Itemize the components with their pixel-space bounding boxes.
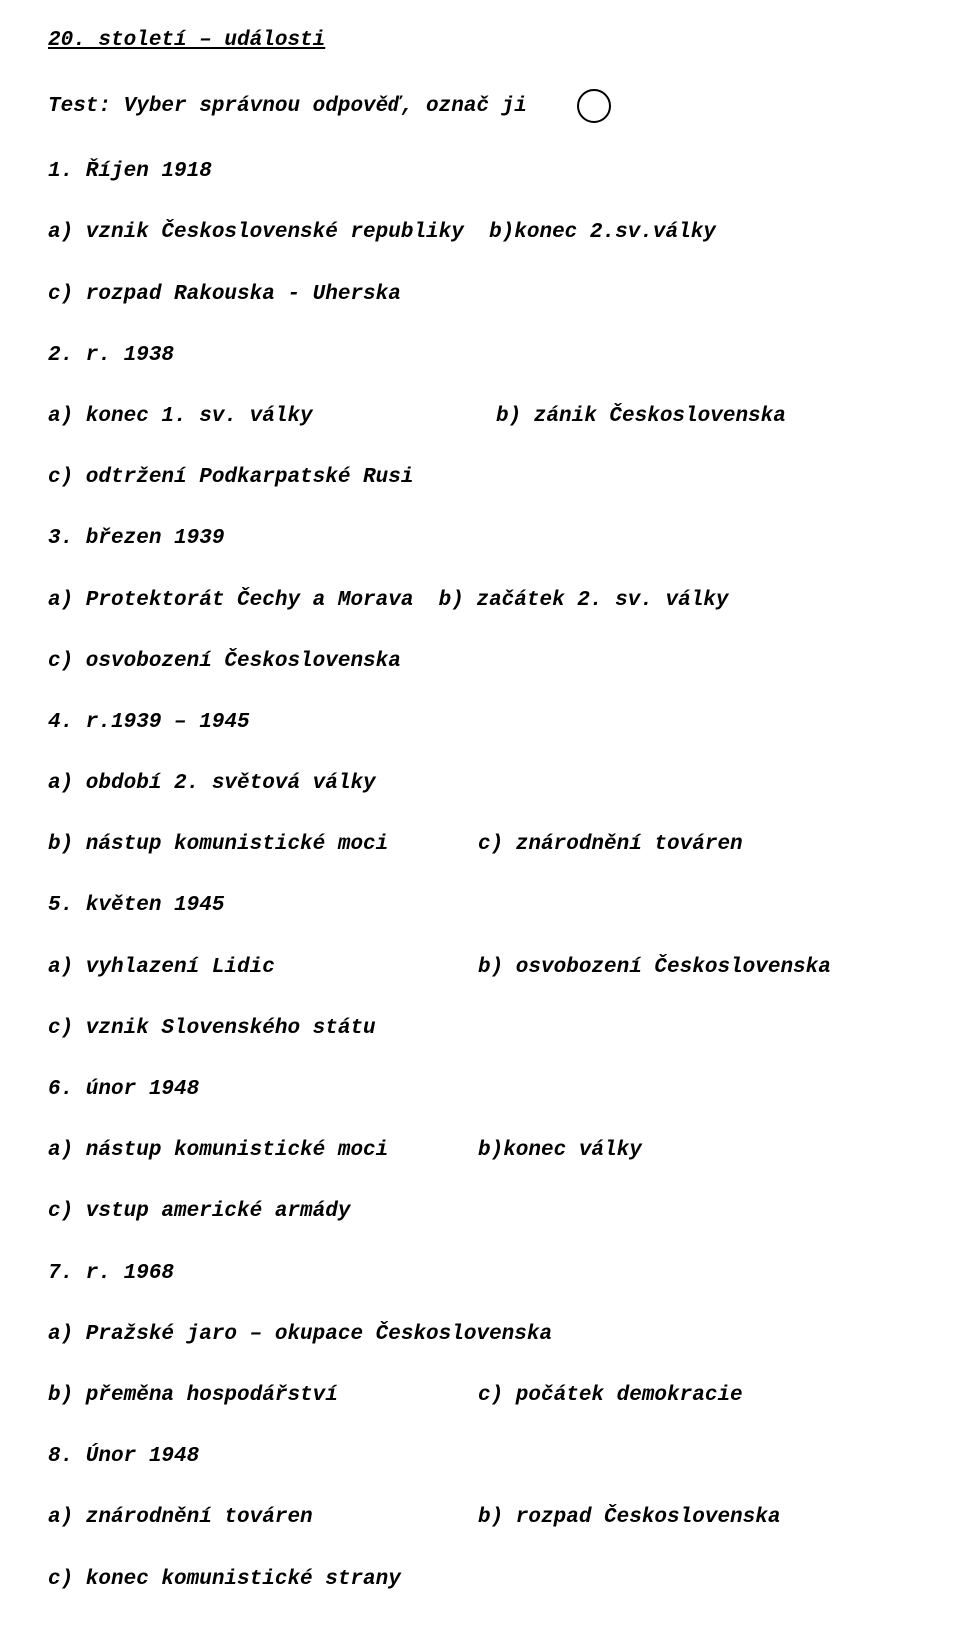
intro-row: Test: Vyber správnou odpověď, označ ji (48, 89, 912, 123)
q7-heading: 7. r. 1968 (48, 1261, 912, 1286)
q7-option-a: a) Pražské jaro – okupace Československa (48, 1322, 912, 1347)
q5-heading: 5. květen 1945 (48, 893, 912, 918)
answer-circle-icon (577, 89, 611, 123)
q2-heading: 2. r. 1938 (48, 343, 912, 368)
q2-option-c: c) odtržení Podkarpatské Rusi (48, 465, 912, 490)
q4-option-c: c) znárodnění továren (478, 832, 743, 857)
q8-option-ab: a) znárodnění továren b) rozpad Českoslo… (48, 1505, 912, 1530)
page-title: 20. století – události (48, 28, 912, 53)
q6-option-ab: a) nástup komunistické moci b)konec válk… (48, 1138, 912, 1163)
q2-option-b: b) zánik Československa (496, 404, 786, 429)
q6-heading: 6. únor 1948 (48, 1077, 912, 1102)
q8-option-c: c) konec komunistické strany (48, 1567, 912, 1592)
q6-option-c: c) vstup americké armády (48, 1199, 912, 1224)
q1-heading: 1. Říjen 1918 (48, 159, 912, 184)
q4-option-a: a) období 2. světová války (48, 771, 912, 796)
q2-option-ab: a) konec 1. sv. války b) zánik Českoslov… (48, 404, 912, 429)
q4-option-b: b) nástup komunistické moci (48, 832, 478, 857)
q1-option-ab: a) vznik Československé republiky b)kone… (48, 220, 912, 245)
q4-heading: 4. r.1939 – 1945 (48, 710, 912, 735)
q5-option-c: c) vznik Slovenského státu (48, 1016, 912, 1041)
q5-option-ab: a) vyhlazení Lidic b) osvobození Českosl… (48, 955, 912, 980)
q2-option-a: a) konec 1. sv. války (48, 404, 496, 429)
q5-option-a: a) vyhlazení Lidic (48, 955, 478, 980)
q1-option-c: c) rozpad Rakouska - Uherska (48, 282, 912, 307)
q7-option-c: c) počátek demokracie (478, 1383, 743, 1408)
q3-option-ab: a) Protektorát Čechy a Morava b) začátek… (48, 588, 912, 613)
intro-text: Test: Vyber správnou odpověď, označ ji (48, 94, 527, 119)
q7-option-b: b) přeměna hospodářství (48, 1383, 478, 1408)
q7-option-bc: b) přeměna hospodářství c) počátek demok… (48, 1383, 912, 1408)
q5-option-b: b) osvobození Československa (478, 955, 831, 980)
q6-option-b: b)konec války (478, 1138, 642, 1163)
q8-option-a: a) znárodnění továren (48, 1505, 478, 1530)
q3-heading: 3. březen 1939 (48, 526, 912, 551)
q4-option-bc: b) nástup komunistické moci c) znárodněn… (48, 832, 912, 857)
q8-option-b: b) rozpad Československa (478, 1505, 780, 1530)
q6-option-a: a) nástup komunistické moci (48, 1138, 478, 1163)
q3-option-c: c) osvobození Československa (48, 649, 912, 674)
